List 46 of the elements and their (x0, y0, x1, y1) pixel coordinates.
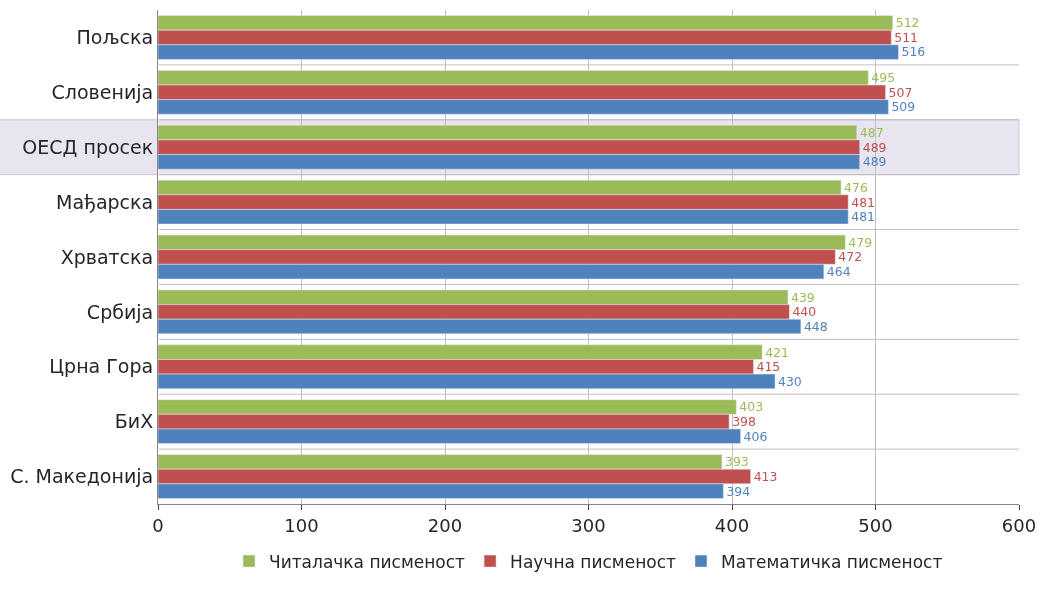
data-label: 403 (739, 399, 764, 415)
x-tick-label: 500 (858, 514, 893, 536)
data-label: 448 (803, 318, 828, 334)
legend-label: Читалачка писменост (269, 551, 466, 572)
y-tick-label: БиХ (114, 410, 154, 433)
data-label: 489 (862, 154, 887, 170)
legend-label: Научна писменост (510, 551, 676, 572)
data-label: 415 (756, 359, 781, 375)
y-tick-label: С. Македонија (10, 465, 154, 488)
data-label: 406 (743, 428, 768, 444)
data-label: 439 (790, 289, 815, 305)
data-label: 512 (895, 15, 920, 31)
x-tick-label: 200 (427, 514, 463, 536)
y-tick-label: Хрватска (60, 245, 154, 268)
legend-label: Математичка писменост (720, 551, 943, 572)
y-tick-label: Србија (86, 300, 154, 323)
data-label: 440 (792, 304, 817, 320)
y-tick-label: ОЕСД просек (22, 135, 154, 158)
data-label: 489 (862, 139, 887, 155)
x-tick-label: 400 (714, 514, 750, 536)
data-label: 398 (732, 414, 756, 430)
data-label: 487 (859, 124, 884, 140)
data-label: 430 (778, 373, 802, 389)
data-label: 421 (765, 344, 789, 360)
x-tick-label: 0 (152, 514, 164, 536)
y-tick-label: Пољска (76, 26, 154, 49)
x-tick-label: 300 (571, 514, 606, 536)
data-label: 481 (851, 194, 875, 210)
y-tick-label: Словенија (51, 80, 154, 103)
data-label: 479 (848, 234, 873, 250)
data-label: 393 (724, 454, 749, 470)
data-label: 413 (753, 468, 778, 484)
data-label: 516 (901, 44, 926, 60)
data-label: 495 (871, 70, 896, 86)
x-tick-label: 100 (284, 514, 319, 536)
data-label: 507 (888, 84, 913, 100)
data-label: 472 (838, 249, 863, 265)
data-label: 511 (894, 29, 919, 45)
data-label: 476 (844, 179, 868, 195)
y-tick-label: Црна Гора (49, 355, 154, 378)
x-tick-label: 600 (1001, 514, 1037, 536)
data-label: 394 (726, 483, 751, 499)
y-tick-label: Мађарска (56, 190, 154, 214)
data-label: 481 (851, 209, 875, 225)
data-label: 464 (826, 264, 851, 280)
data-label: 509 (891, 99, 916, 115)
